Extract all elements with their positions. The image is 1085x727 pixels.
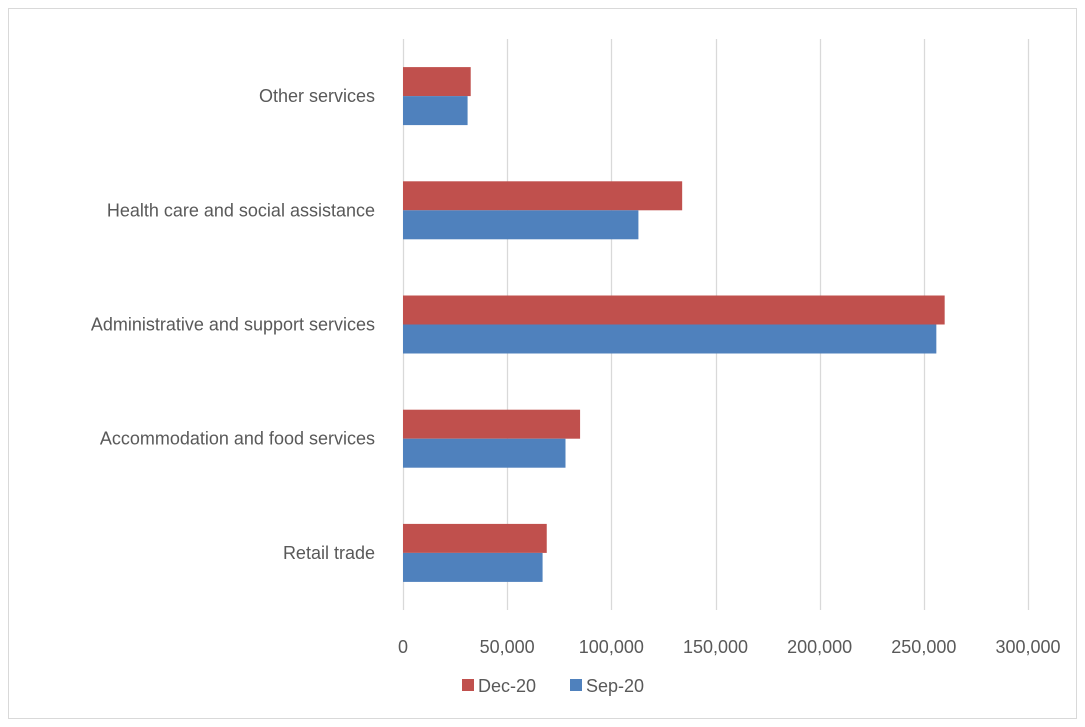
bar-dec-20-2 xyxy=(403,295,945,325)
x-tick-label: 100,000 xyxy=(579,637,644,657)
legend: Dec-20 Sep-20 xyxy=(462,676,644,696)
bar-sep-20-4 xyxy=(403,96,468,126)
legend-label: Dec-20 xyxy=(478,676,536,696)
category-labels: Retail trade Accommodation and food servi… xyxy=(91,86,375,563)
legend-swatch-dec-20 xyxy=(462,679,474,691)
category-label: Accommodation and food services xyxy=(100,429,375,449)
bar-sep-20-3 xyxy=(403,210,639,240)
category-label: Health care and social assistance xyxy=(107,200,375,220)
bar-dec-20-3 xyxy=(403,181,683,211)
x-tick-label: 0 xyxy=(398,637,408,657)
x-tick-label: 250,000 xyxy=(891,637,956,657)
bar-chart: Retail trade Accommodation and food servi… xyxy=(91,39,1061,696)
bar-dec-20-1 xyxy=(403,409,581,439)
x-tick-label: 150,000 xyxy=(683,637,748,657)
bar-sep-20-2 xyxy=(403,324,937,354)
x-tick-label: 200,000 xyxy=(787,637,852,657)
category-label: Other services xyxy=(259,86,375,106)
category-label: Retail trade xyxy=(283,543,375,563)
x-tick-label: 300,000 xyxy=(995,637,1060,657)
legend-label: Sep-20 xyxy=(586,676,644,696)
bar-dec-20-4 xyxy=(403,67,471,97)
x-tick-label: 50,000 xyxy=(480,637,535,657)
x-tick-labels: 0 50,000 100,000 150,000 200,000 250,000 300,0… xyxy=(398,637,1061,657)
bar-sep-20-1 xyxy=(403,438,566,468)
bars xyxy=(403,67,945,582)
chart-frame: Retail trade Accommodation and food servi… xyxy=(8,8,1077,719)
category-label: Administrative and support services xyxy=(91,315,375,335)
legend-swatch-sep-20 xyxy=(570,679,582,691)
bar-sep-20-0 xyxy=(403,552,543,582)
bar-dec-20-0 xyxy=(403,523,547,553)
